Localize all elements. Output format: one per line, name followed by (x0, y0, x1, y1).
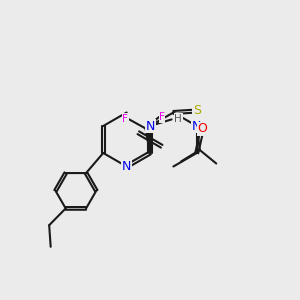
Text: F: F (122, 114, 128, 124)
Text: N: N (146, 119, 155, 133)
Text: S: S (193, 104, 201, 118)
Text: N: N (192, 119, 202, 133)
Text: O: O (197, 122, 207, 136)
Text: H: H (174, 114, 182, 124)
Text: N: N (122, 160, 131, 173)
Text: F: F (159, 112, 165, 122)
